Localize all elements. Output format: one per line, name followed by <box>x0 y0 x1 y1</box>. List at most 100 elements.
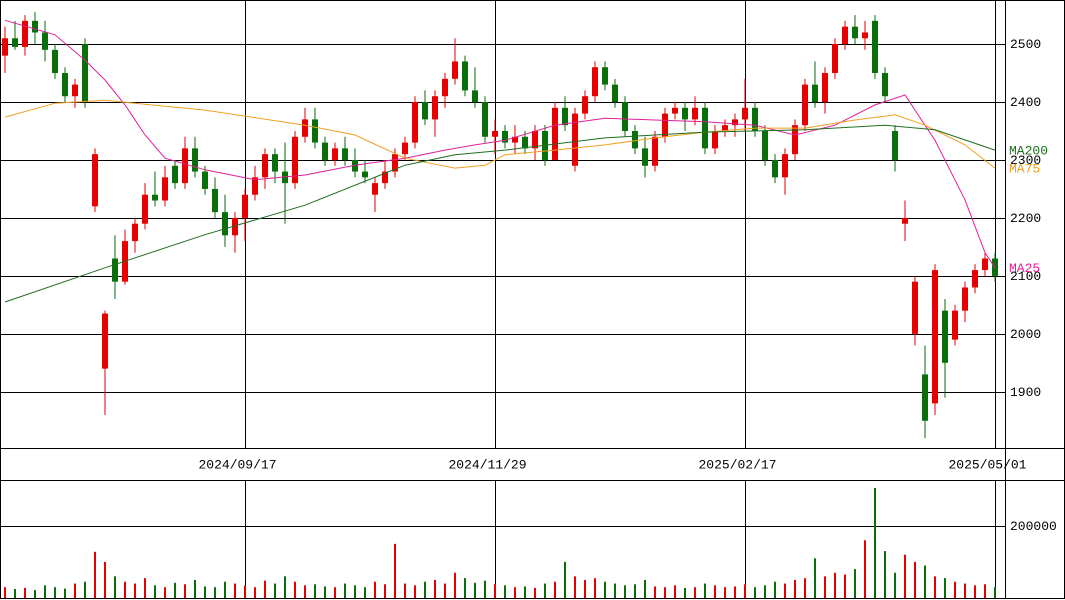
candle-body <box>152 194 158 201</box>
volume-bar <box>314 584 316 598</box>
candle-body <box>572 113 578 166</box>
volume-bar <box>154 585 156 598</box>
volume-bar <box>864 540 866 598</box>
candle-body <box>532 130 538 149</box>
volume-bar <box>884 551 886 598</box>
volume-bar <box>944 578 946 598</box>
candle-body <box>512 136 518 143</box>
volume-bar <box>804 578 806 598</box>
volume-bar <box>754 587 756 598</box>
volume-bar <box>904 554 906 598</box>
volume-bar <box>64 588 66 598</box>
candle-body <box>102 313 108 369</box>
volume-bar <box>694 587 696 598</box>
volume-bar <box>84 581 86 598</box>
legend-label: MA200 <box>1009 144 1048 159</box>
volume-bar <box>624 585 626 598</box>
x-tick-label: 2024/11/29 <box>448 457 526 472</box>
volume-bar <box>934 576 936 598</box>
volume-bar <box>374 581 376 598</box>
candle-body <box>692 107 698 120</box>
candle-body <box>222 212 228 236</box>
candle-body <box>762 130 768 160</box>
candle-body <box>482 102 488 137</box>
candle-body <box>842 26 848 45</box>
candle-body <box>642 148 648 166</box>
volume-bar <box>214 587 216 598</box>
volume-bar <box>714 585 716 598</box>
y-tick-label: 2200 <box>1010 211 1041 226</box>
candle-body <box>592 67 598 97</box>
candle-body <box>142 194 148 224</box>
volume-bar <box>724 587 726 598</box>
candle-body <box>732 119 738 126</box>
volume-bar <box>14 588 16 598</box>
volume-bar <box>994 587 996 598</box>
volume-bar <box>94 551 96 598</box>
candle-body <box>312 119 318 143</box>
candle-body <box>502 130 508 143</box>
volume-bar <box>544 583 546 598</box>
candle-body <box>782 154 788 178</box>
volume-bar <box>134 583 136 598</box>
candle-body <box>982 258 988 271</box>
y-tick-label: 2100 <box>1010 269 1041 284</box>
volume-bar <box>124 581 126 598</box>
volume-bar <box>434 579 436 598</box>
volume-bar <box>224 581 226 598</box>
volume-bar <box>814 558 816 598</box>
candle-body <box>772 159 778 178</box>
candle-body <box>942 310 948 363</box>
volume-bar <box>304 585 306 598</box>
volume-bar <box>654 586 656 598</box>
candle-body <box>712 130 718 149</box>
candle-body <box>792 125 798 155</box>
volume-bar <box>604 581 606 598</box>
volume-bar <box>984 584 986 598</box>
candle-body <box>332 148 338 160</box>
volume-bar <box>414 585 416 598</box>
x-tick-label: 2025/02/17 <box>698 457 776 472</box>
volume-bar <box>354 585 356 598</box>
candle-body <box>862 32 868 39</box>
volume-bar <box>824 576 826 598</box>
volume-bar <box>774 581 776 598</box>
volume-bar <box>584 579 586 598</box>
candle-body <box>672 107 678 114</box>
volume-bar <box>644 579 646 598</box>
volume-bar <box>924 565 926 598</box>
volume-bar <box>244 585 246 598</box>
volume-bar <box>784 583 786 598</box>
volume-bar <box>484 580 486 598</box>
volume-bar <box>424 581 426 598</box>
candle-body <box>52 49 58 74</box>
volume-bar <box>554 581 556 598</box>
volume-bar <box>294 581 296 598</box>
volume-bar <box>874 487 876 598</box>
volume-bar <box>34 590 36 598</box>
volume-bar <box>234 583 236 598</box>
candle-body <box>932 270 938 404</box>
y-tick-label: 1900 <box>1010 385 1041 400</box>
volume-bar <box>894 572 896 598</box>
ma-line <box>4 19 996 269</box>
volume-bar <box>74 583 76 598</box>
y-tick-label: 2500 <box>1010 37 1041 52</box>
candle-body <box>582 96 588 114</box>
legend-label: MA75 <box>1009 162 1040 177</box>
candle-body <box>892 130 898 160</box>
candle-body <box>212 188 218 213</box>
candle-body <box>42 32 48 50</box>
candle-body <box>412 102 418 143</box>
volume-bar <box>974 585 976 598</box>
volume-bar <box>254 587 256 598</box>
candle-body <box>302 119 308 137</box>
candle-body <box>62 73 68 97</box>
candle-body <box>452 61 458 79</box>
candle-body <box>242 194 248 218</box>
volume-bar <box>454 572 456 598</box>
candle-body <box>722 125 728 131</box>
volume-bar <box>614 583 616 598</box>
volume-bar <box>534 587 536 598</box>
ma-line <box>4 99 996 169</box>
